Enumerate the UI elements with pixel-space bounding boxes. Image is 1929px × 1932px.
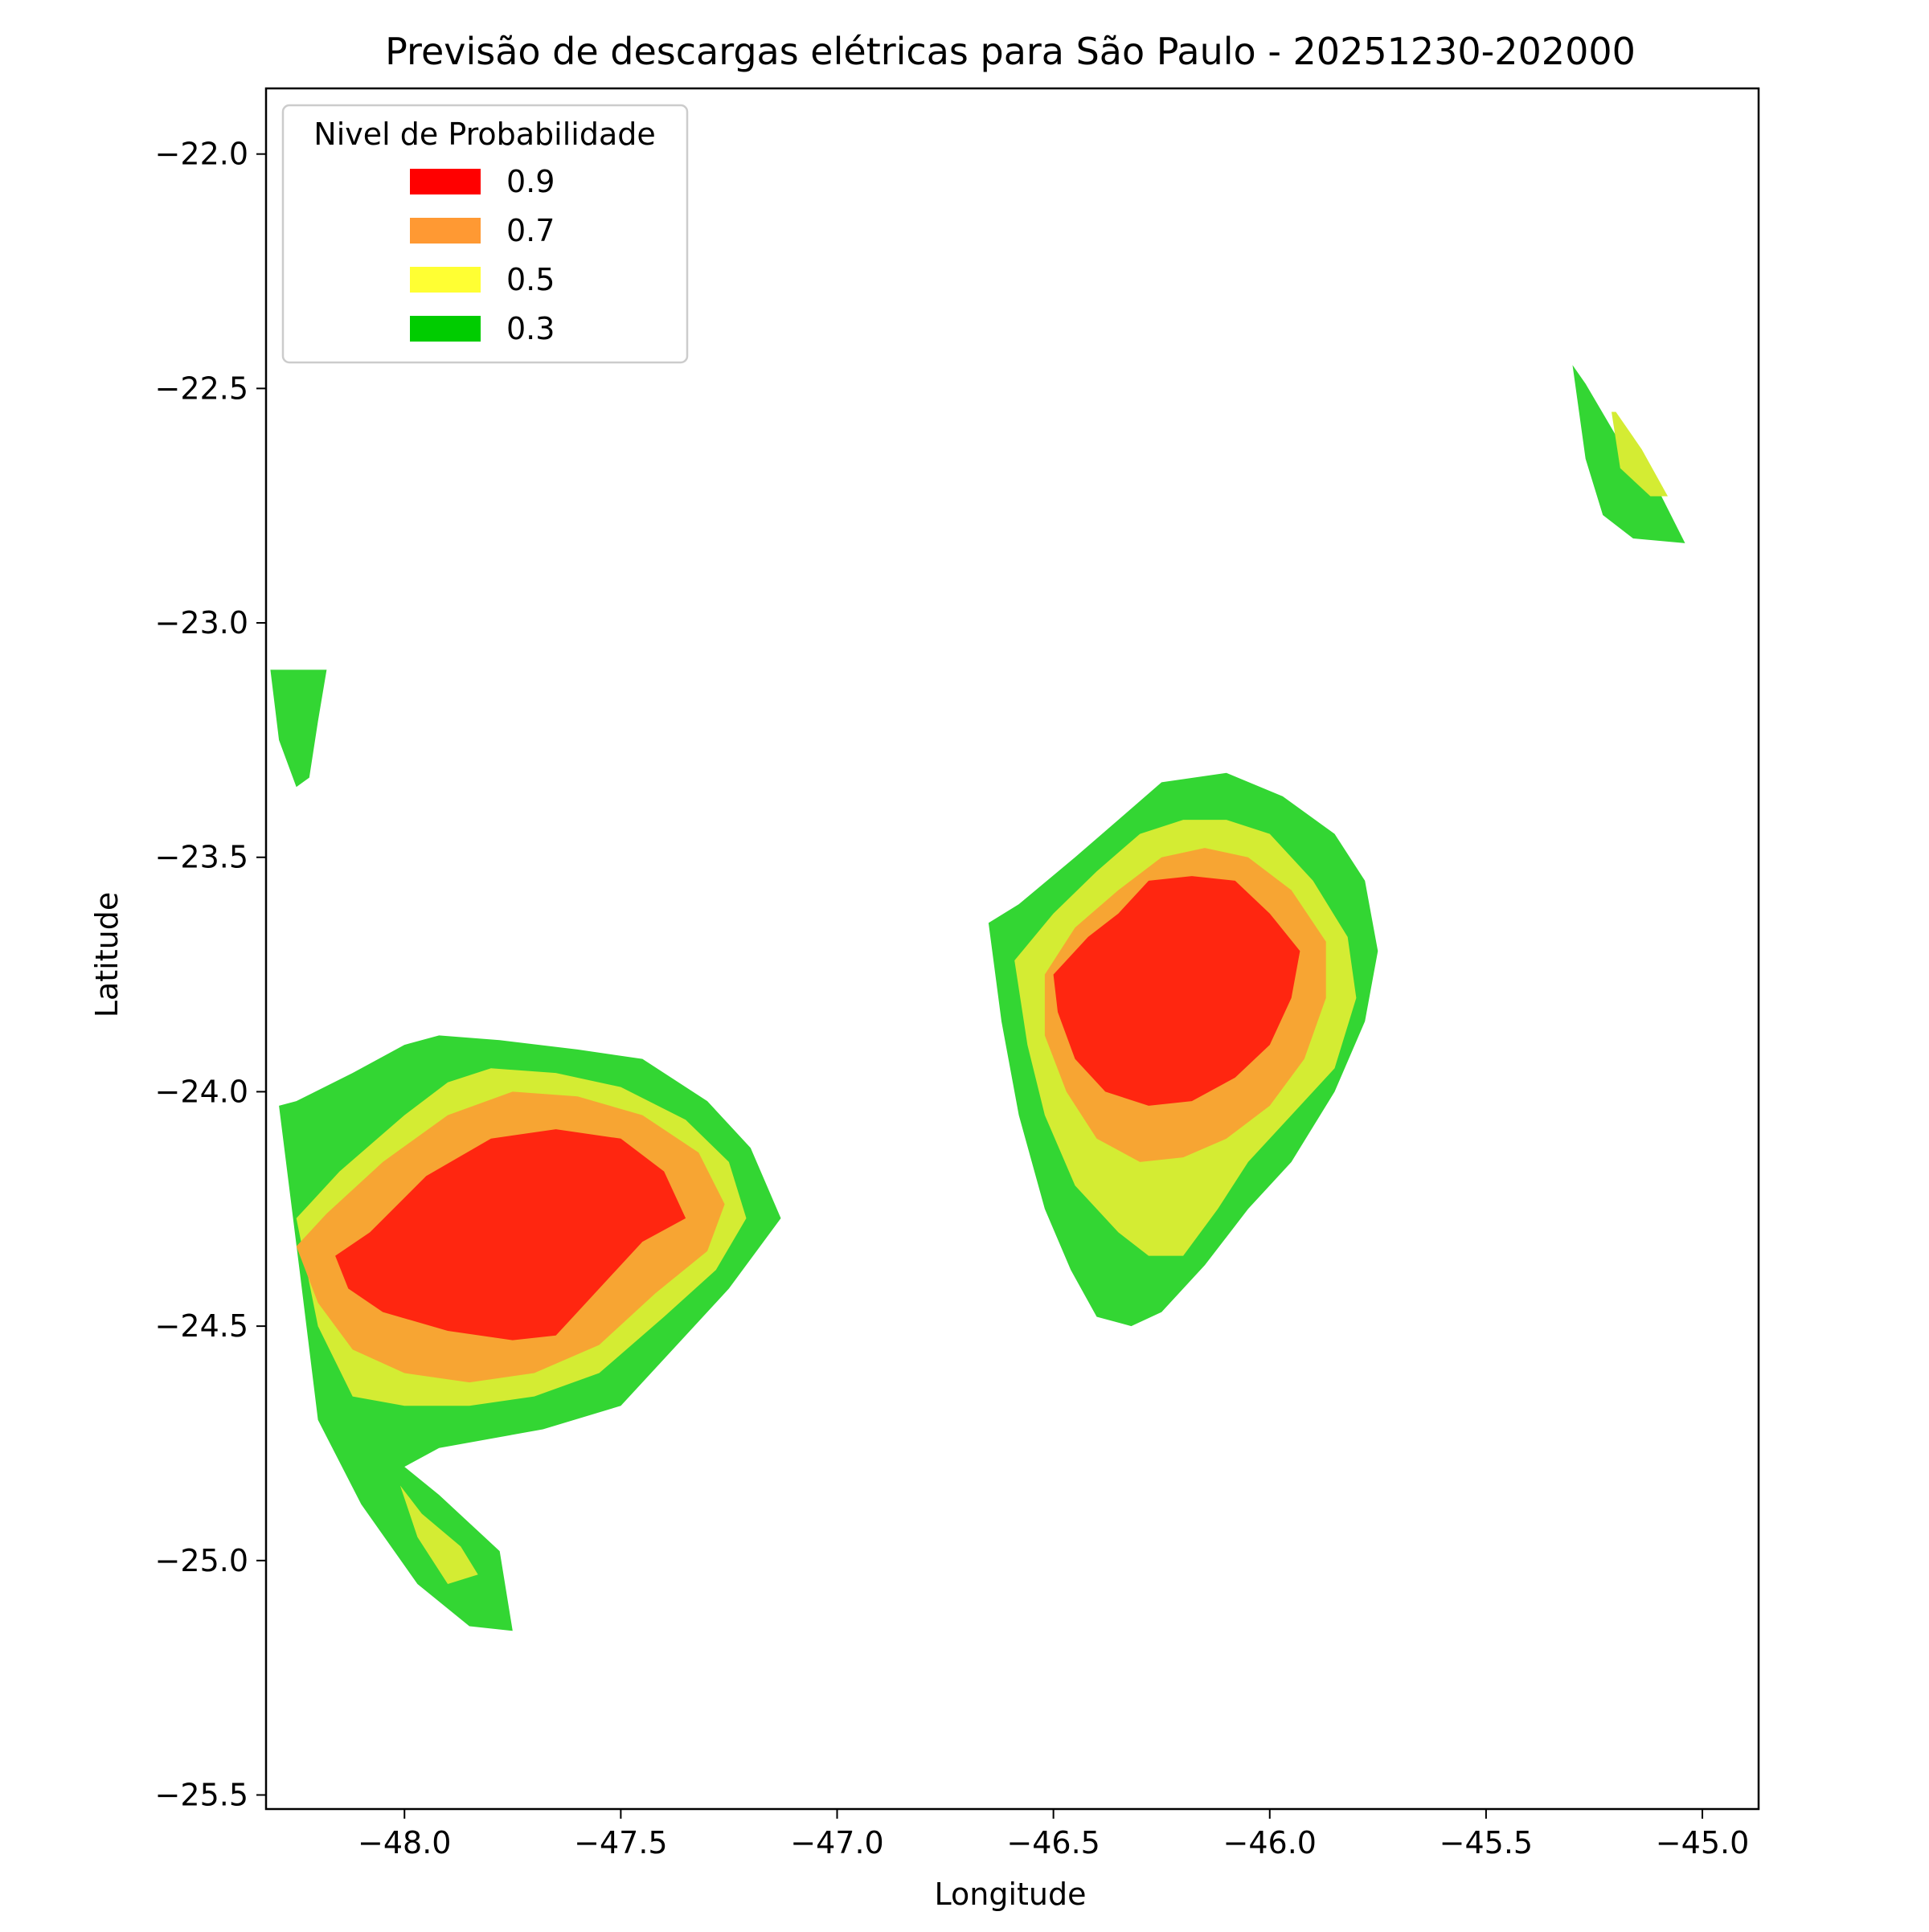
legend-swatch-05	[410, 267, 481, 293]
legend-swatch-03	[410, 316, 481, 342]
legend-label: 0.5	[506, 262, 555, 297]
contour-region-05-5	[399, 1485, 478, 1584]
legend-label: 0.3	[506, 311, 555, 346]
chart-title: Previsão de descargas elétricas para São…	[385, 30, 1636, 73]
x-tick-label: −48.0	[358, 1825, 451, 1860]
legend-box	[281, 104, 689, 364]
y-axis-label: Latitude	[89, 892, 125, 1017]
x-axis-ticks: −48.0 −47.5 −47.0 −46.5 −46.0 −45.5 −45.0	[358, 1809, 1749, 1860]
y-tick-label: −25.5	[155, 1777, 248, 1812]
legend-label: 0.7	[506, 213, 555, 248]
legend-swatch-07	[410, 218, 481, 244]
legend-entries: 0.9 0.7 0.5 0.3	[410, 164, 555, 346]
y-tick-label: −24.5	[155, 1308, 248, 1344]
x-tick-label: −46.5	[1006, 1825, 1100, 1860]
y-tick-label: −22.0	[155, 137, 248, 172]
y-tick-label: −23.5	[155, 840, 248, 875]
legend: Nivel de Probabilidade 0.9 0.7 0.5 0.3	[281, 104, 689, 364]
contour-region-05-2	[1612, 411, 1668, 497]
y-tick-label: −24.0	[155, 1074, 248, 1109]
x-tick-label: −47.5	[574, 1825, 667, 1860]
contour-fills	[270, 365, 1685, 1631]
x-tick-label: −46.0	[1223, 1825, 1317, 1860]
y-axis-ticks: −22.0 −22.5 −23.0 −23.5 −24.0 −24.5 −25.0 −25.5	[155, 137, 266, 1812]
contour-region-03-0	[270, 669, 327, 788]
contour-region-09-11	[1053, 876, 1300, 1106]
x-tick-label: −45.0	[1656, 1825, 1749, 1860]
legend-label: 0.9	[506, 164, 555, 199]
x-tick-label: −47.0	[790, 1825, 883, 1860]
legend-title: Nivel de Probabilidade	[313, 117, 655, 152]
legend-swatch-09	[410, 169, 481, 194]
y-tick-label: −25.0	[155, 1543, 248, 1578]
plot-area-frame	[264, 87, 1760, 1811]
y-tick-label: −22.5	[155, 370, 248, 406]
contour-region-09-7	[335, 1129, 686, 1341]
x-tick-label: −45.5	[1440, 1825, 1533, 1860]
y-tick-label: −23.0	[155, 605, 248, 641]
x-axis-label: Longitude	[935, 1877, 1087, 1912]
